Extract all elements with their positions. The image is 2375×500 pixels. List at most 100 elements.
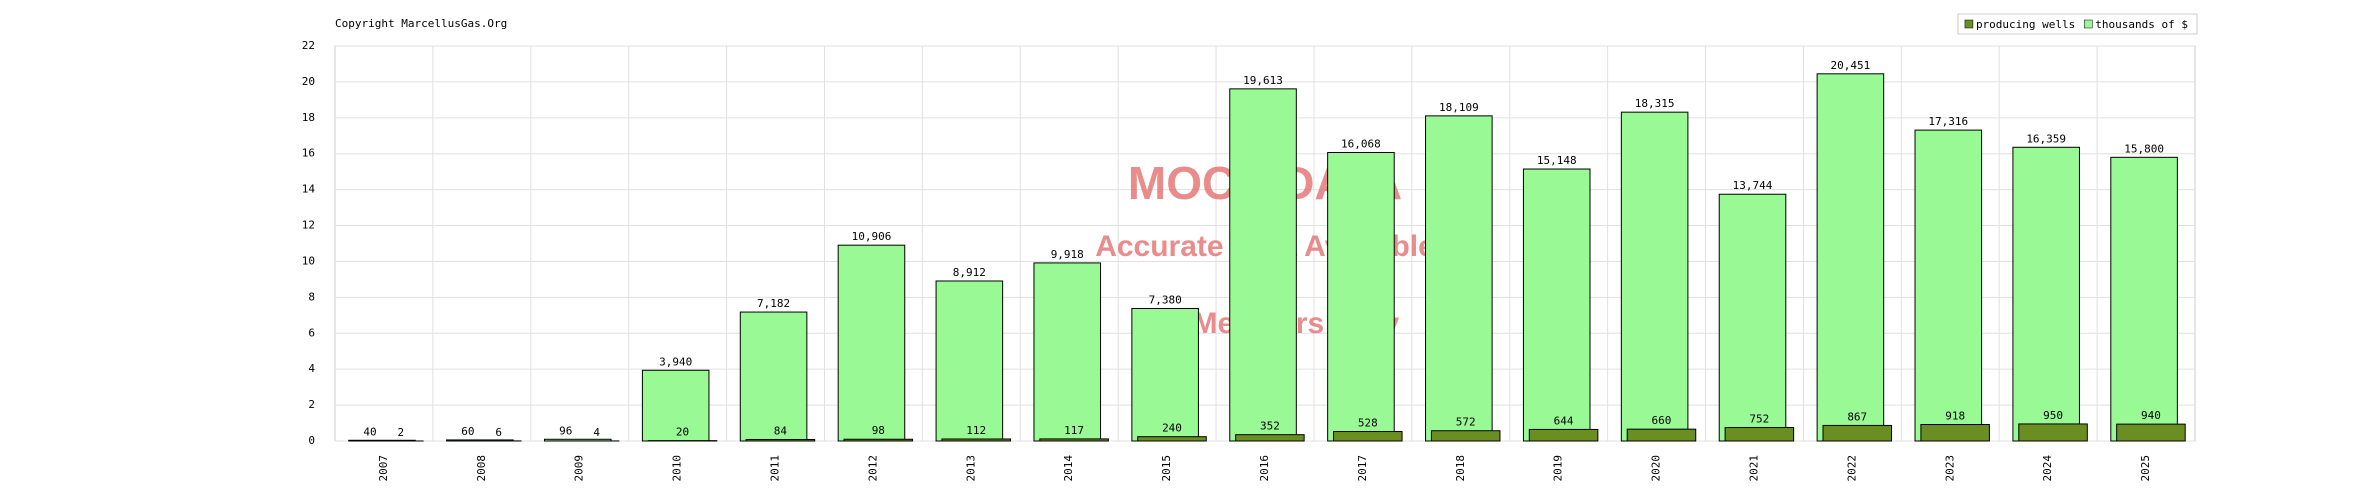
data-label: 15,800	[2124, 142, 2164, 155]
data-label: 660	[1652, 414, 1672, 427]
x-tick-label: 2013	[964, 455, 977, 482]
x-tick-label: 2010	[671, 455, 684, 482]
x-tick-label: 2015	[1160, 455, 1173, 482]
x-tick-label: 2021	[1747, 455, 1760, 482]
data-label: 18,109	[1439, 101, 1479, 114]
bar	[1718, 193, 1787, 442]
x-tick-label: 2025	[2139, 455, 2152, 482]
x-tick-label: 2012	[866, 455, 879, 482]
data-label: 7,182	[757, 297, 790, 310]
bar	[1626, 428, 1697, 442]
bar	[1039, 438, 1109, 442]
bar	[1033, 262, 1102, 442]
data-label: 117	[1064, 424, 1084, 437]
data-label: 18,315	[1635, 97, 1675, 110]
y-tick-label: 0	[308, 434, 315, 447]
data-label: 644	[1554, 414, 1574, 427]
data-label: 16,359	[2026, 132, 2066, 145]
data-label: 9,918	[1051, 248, 1084, 261]
data-label: 940	[2141, 409, 2161, 422]
data-label: 20,451	[1831, 59, 1871, 72]
data-label: 352	[1260, 420, 1280, 433]
bar	[2018, 423, 2088, 442]
legend-box	[1957, 13, 2198, 35]
data-label: 112	[966, 424, 986, 437]
data-label: 950	[2043, 409, 2063, 422]
legend-label: thousands of $	[2095, 18, 2188, 31]
x-tick-label: 2008	[475, 455, 488, 482]
data-label: 10,906	[852, 230, 892, 243]
bar	[1327, 152, 1395, 442]
y-tick-label: 10	[302, 254, 315, 267]
data-label: 15,148	[1537, 154, 1577, 167]
bar	[1528, 428, 1599, 442]
bar	[641, 369, 710, 442]
data-label: 60	[461, 425, 474, 438]
bar	[745, 438, 816, 442]
x-tick-label: 2019	[1552, 455, 1565, 482]
x-tick-label: 2011	[769, 455, 782, 482]
bar	[1229, 88, 1297, 442]
bar	[2012, 146, 2080, 442]
data-label: 17,316	[1928, 115, 1968, 128]
bar	[2110, 156, 2178, 442]
data-label: 867	[1847, 410, 1867, 423]
data-label: 2	[398, 426, 405, 439]
data-label: 572	[1456, 416, 1476, 429]
x-tick-label: 2017	[1356, 455, 1369, 482]
legend-swatch	[1964, 19, 1974, 29]
x-tick-label: 2014	[1062, 455, 1075, 482]
bar	[1822, 424, 1893, 442]
x-tick-label: 2018	[1454, 455, 1467, 482]
bar	[843, 438, 914, 442]
data-label: 6	[495, 426, 502, 439]
bar	[2116, 423, 2186, 442]
bar	[1724, 426, 1795, 442]
y-tick-label: 20	[302, 75, 315, 88]
data-label: 96	[559, 424, 572, 437]
data-label: 752	[1749, 412, 1769, 425]
x-tick-label: 2023	[1943, 455, 1956, 482]
bar	[1131, 307, 1199, 442]
legend-swatch	[2084, 19, 2093, 29]
bar	[1522, 168, 1591, 442]
data-label: 8,912	[953, 266, 986, 279]
data-label: 20	[676, 426, 689, 439]
x-tick-label: 2022	[1845, 455, 1858, 482]
data-label: 240	[1162, 422, 1182, 435]
bar	[935, 280, 1004, 442]
bar	[1620, 111, 1689, 442]
data-label: 16,068	[1341, 138, 1381, 151]
bar	[739, 311, 808, 442]
x-tick-label: 2016	[1258, 455, 1271, 482]
bar	[1816, 73, 1885, 442]
data-label: 918	[1945, 410, 1965, 423]
x-tick-label: 2024	[2041, 455, 2054, 482]
data-label: 13,744	[1733, 179, 1773, 192]
x-tick-label: 2007	[377, 455, 390, 482]
data-label: 84	[774, 424, 788, 437]
y-tick-label: 22	[302, 39, 315, 52]
x-tick-label: 2020	[1650, 455, 1663, 482]
y-tick-label: 14	[302, 183, 316, 196]
y-tick-label: 4	[308, 362, 315, 375]
y-tick-label: 12	[302, 219, 315, 232]
bar	[941, 438, 1011, 442]
data-label: 19,613	[1243, 74, 1283, 87]
y-tick-label: 16	[302, 147, 315, 160]
bar	[1235, 434, 1305, 442]
x-tick-label: 2009	[573, 455, 586, 482]
data-label: 40	[363, 425, 376, 438]
bar	[1425, 115, 1493, 442]
copyright: Copyright MarcellusGas.Org	[335, 17, 507, 30]
y-tick-label: 18	[302, 111, 315, 124]
bar	[1920, 424, 1990, 442]
y-tick-label: 8	[308, 290, 315, 303]
bar	[1137, 436, 1207, 442]
y-tick-label: 6	[308, 326, 315, 339]
data-label: 528	[1358, 417, 1378, 430]
data-label: 4	[593, 426, 600, 439]
legend-label: producing wells	[1976, 18, 2075, 31]
data-label: 98	[872, 424, 885, 437]
